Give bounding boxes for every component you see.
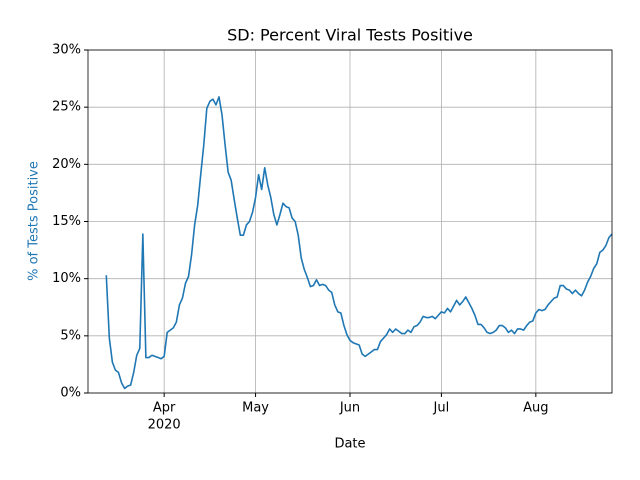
y-tick-label: 25% — [52, 100, 81, 115]
x-tick-label: Aug — [523, 401, 548, 416]
x-tick-label: Apr — [153, 401, 176, 416]
y-tick-label: 10% — [52, 271, 81, 286]
y-axis-label: % of Tests Positive — [27, 161, 42, 281]
plot-frame — [87, 49, 613, 394]
x-axis-label: Date — [334, 437, 365, 452]
x-tick-sublabel: 2020 — [148, 418, 181, 433]
data-line — [105, 96, 613, 390]
chart-title: SD: Percent Viral Tests Positive — [227, 26, 473, 45]
x-tick-label: May — [242, 401, 269, 416]
y-tick-label: 20% — [52, 157, 81, 172]
x-tick-label: Jul — [433, 401, 450, 416]
y-tick-label: 5% — [60, 328, 81, 343]
x-tick-label: Jun — [339, 401, 360, 416]
y-tick-label: 0% — [60, 386, 81, 401]
y-tick-label: 30% — [52, 43, 81, 58]
y-tick-label: 15% — [52, 214, 81, 229]
